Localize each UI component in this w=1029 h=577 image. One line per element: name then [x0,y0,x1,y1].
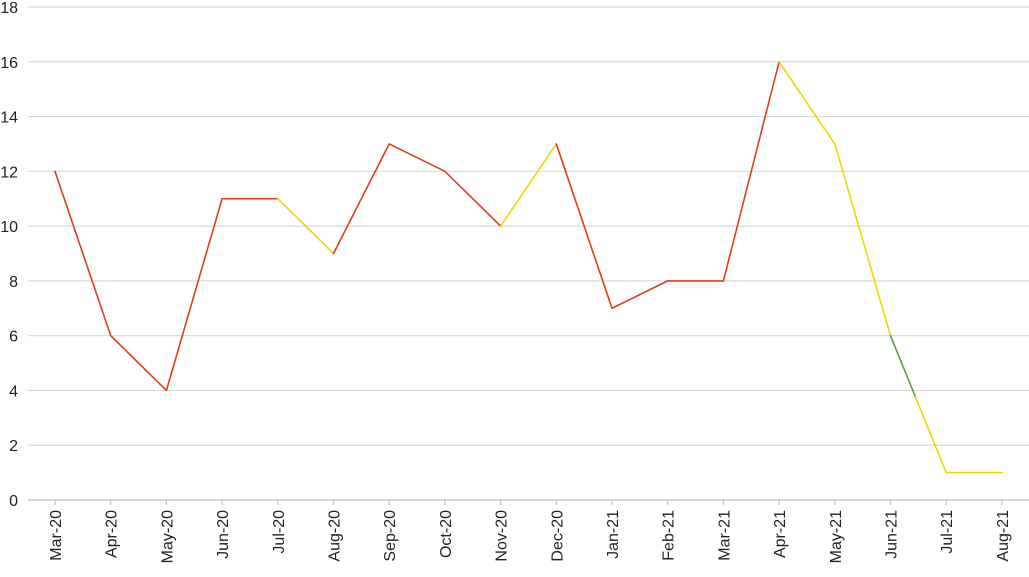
x-tick-label: Apr-20 [104,510,121,558]
x-tick-label: Apr-21 [772,510,789,558]
y-tick-label: 10 [0,219,18,236]
x-tick-label: Jul-20 [271,510,288,554]
x-tick-label: Jan-21 [605,510,622,559]
series-line [54,60,1003,474]
x-tick-label: May-20 [159,510,176,563]
x-tick-label: Sep-20 [382,510,399,562]
y-tick-label: 0 [9,493,18,510]
line-segment [778,60,892,337]
x-tick-label: May-21 [828,510,845,563]
x-tick-label: Mar-21 [716,510,733,561]
x-tick-label: Nov-20 [494,510,511,562]
y-tick-label: 14 [0,110,18,127]
x-tick-label: Jun-20 [215,510,232,559]
line-segment [332,143,502,255]
x-tick-label: Aug-20 [327,510,344,562]
x-tick-label: Oct-20 [438,510,455,558]
y-tick-label: 4 [9,383,18,400]
y-tick-label: 2 [9,438,18,455]
line-segment [499,143,558,227]
x-tick-label: Jun-21 [884,510,901,559]
x-tick-label: Aug-21 [995,510,1012,562]
y-tick-label: 6 [9,329,18,346]
line-segment [555,60,780,310]
grid-layer [28,6,1029,501]
line-segment [276,197,335,255]
y-tick-label: 16 [0,55,18,72]
line-segment [889,334,917,399]
line-segment [914,396,1003,474]
x-axis-ticks: Mar-20 Apr-20 May-20 Jun-20 Jul-20 Aug-20 Sep-… [48,500,1012,563]
y-axis-ticks: 0 2 4 6 8 10 12 14 16 18 [0,0,18,510]
y-tick-label: 8 [9,274,18,291]
x-tick-label: Mar-20 [48,510,65,561]
line-segment [54,170,279,392]
y-tick-label: 12 [0,164,18,181]
x-tick-label: Feb-21 [661,510,678,561]
y-tick-label: 18 [0,0,18,17]
x-tick-label: Jul-21 [939,510,956,554]
x-tick-label: Dec-20 [549,510,566,562]
